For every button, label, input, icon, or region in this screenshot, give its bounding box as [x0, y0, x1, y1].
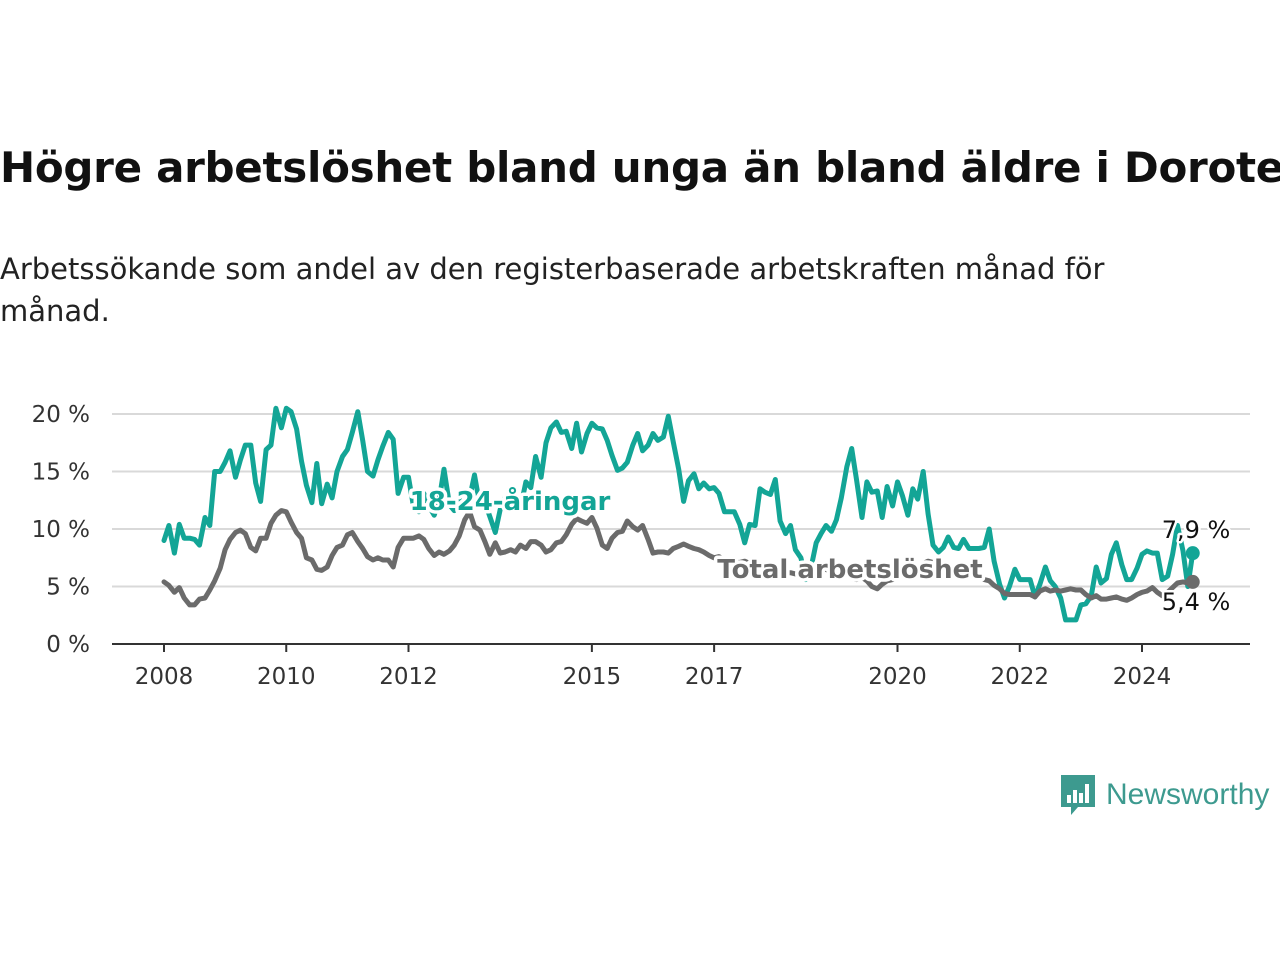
x-tick-label: 2010	[257, 664, 316, 690]
series-label-total: Total arbetslöshet	[717, 555, 982, 585]
x-axis: 2008 2010 2012 2015 2017 2020 2022 2024	[112, 643, 1250, 690]
end-label-total: 5,4 %	[1162, 588, 1231, 616]
y-tick-label: 20 %	[32, 402, 90, 428]
end-label-18-24: 7,9 %	[1162, 516, 1231, 544]
series-label-18-24: 18-24-åringar	[410, 485, 611, 517]
end-point-total	[1185, 574, 1200, 589]
x-tick-label: 2008	[135, 664, 194, 690]
series-line-total	[161, 508, 1196, 608]
y-tick-label: 15 %	[32, 460, 90, 486]
series-labels: 18-24-åringar Total arbetslöshet 7,9 % 5,4 …	[406, 482, 1233, 619]
y-tick-label: 0 %	[46, 632, 90, 658]
x-tick-label: 2024	[1113, 664, 1172, 690]
y-tick-label: 10 %	[32, 517, 90, 543]
series-line-18-24	[161, 405, 1196, 623]
chart-title: Högre arbetslöshet bland unga än bland ä…	[0, 143, 1280, 192]
x-tick-label: 2012	[379, 664, 438, 690]
x-tick-label: 2020	[868, 664, 927, 690]
newsworthy-logo: Newsworthy	[1058, 772, 1269, 818]
brand-name: Newsworthy	[1106, 778, 1270, 811]
x-tick-label: 2015	[563, 664, 622, 690]
line-chart: 0 %5 %10 %15 %20 % 2008 2010 2012 2015 2017 2…	[32, 402, 1250, 690]
y-tick-label: 5 %	[46, 575, 90, 601]
end-point-18-24	[1185, 546, 1200, 561]
x-tick-label: 2017	[685, 664, 744, 690]
x-tick-label: 2022	[990, 664, 1049, 690]
series-lines	[161, 405, 1200, 623]
y-axis-ticks: 0 % 5 % 10 % 15 % 20 %	[32, 402, 90, 658]
chart-subtitle: Arbetssökande som andel av den registerb…	[0, 252, 1105, 328]
bar-chart-speech-bubble-icon	[1061, 775, 1095, 815]
